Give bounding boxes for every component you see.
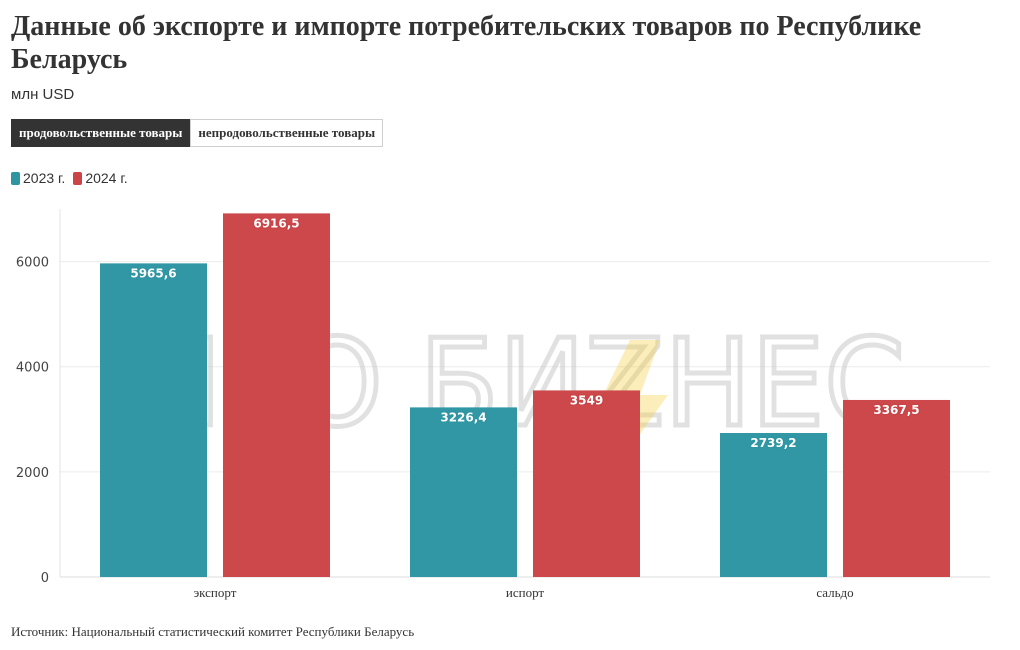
legend-swatch-2023 — [11, 171, 20, 185]
legend-item-2023[interactable]: 2023 г. — [11, 170, 65, 186]
y-tick-label: 4000 — [16, 361, 49, 376]
tab-food-goods[interactable]: продовольственные товары — [11, 119, 191, 147]
category-tabs: продовольственные товары непродовольстве… — [11, 119, 384, 147]
grid-lines — [60, 261, 990, 578]
bar-value-label: 3549 — [570, 393, 603, 407]
chart-legend: 2023 г. 2024 г. — [11, 170, 128, 186]
bar-value-label: 2739,2 — [750, 436, 796, 450]
x-category-label: сальдо — [816, 585, 853, 600]
y-tick-label: 0 — [41, 571, 49, 586]
data-labels: 5965,6 6916,5 3226,4 3549 2739,2 3367,5 — [129, 215, 921, 452]
tab-non-food-goods[interactable]: непродовольственные товары — [190, 119, 384, 147]
legend-swatch-2024 — [73, 171, 83, 185]
bars — [100, 213, 950, 577]
x-category-label: испорт — [506, 585, 545, 600]
bar — [223, 213, 330, 577]
bar — [843, 399, 950, 577]
bar — [100, 263, 207, 577]
y-tick-label: 6000 — [16, 256, 49, 271]
legend-label-2023: 2023 г. — [23, 170, 66, 186]
bar-value-label: 3226,4 — [440, 410, 486, 424]
axes: 0 2000 4000 6000 экспорт испорт сальдо — [16, 209, 854, 600]
bar — [410, 407, 517, 577]
bar — [720, 432, 827, 577]
chart-title: Данные об экспорте и импорте потребитель… — [11, 11, 922, 75]
y-tick-label: 2000 — [16, 466, 49, 481]
bar-value-label: 5965,6 — [130, 266, 176, 280]
legend-item-2024[interactable]: 2024 г. — [73, 170, 128, 186]
bar — [533, 390, 640, 577]
legend-label-2024: 2024 г. — [85, 170, 128, 186]
source-note: Источник: Национальный статистический ко… — [11, 624, 415, 639]
bar-value-label: 3367,5 — [873, 403, 919, 417]
x-category-label: экспорт — [194, 585, 237, 600]
bar-value-label: 6916,5 — [253, 216, 299, 230]
chart-subtitle: млн USD — [11, 86, 75, 103]
